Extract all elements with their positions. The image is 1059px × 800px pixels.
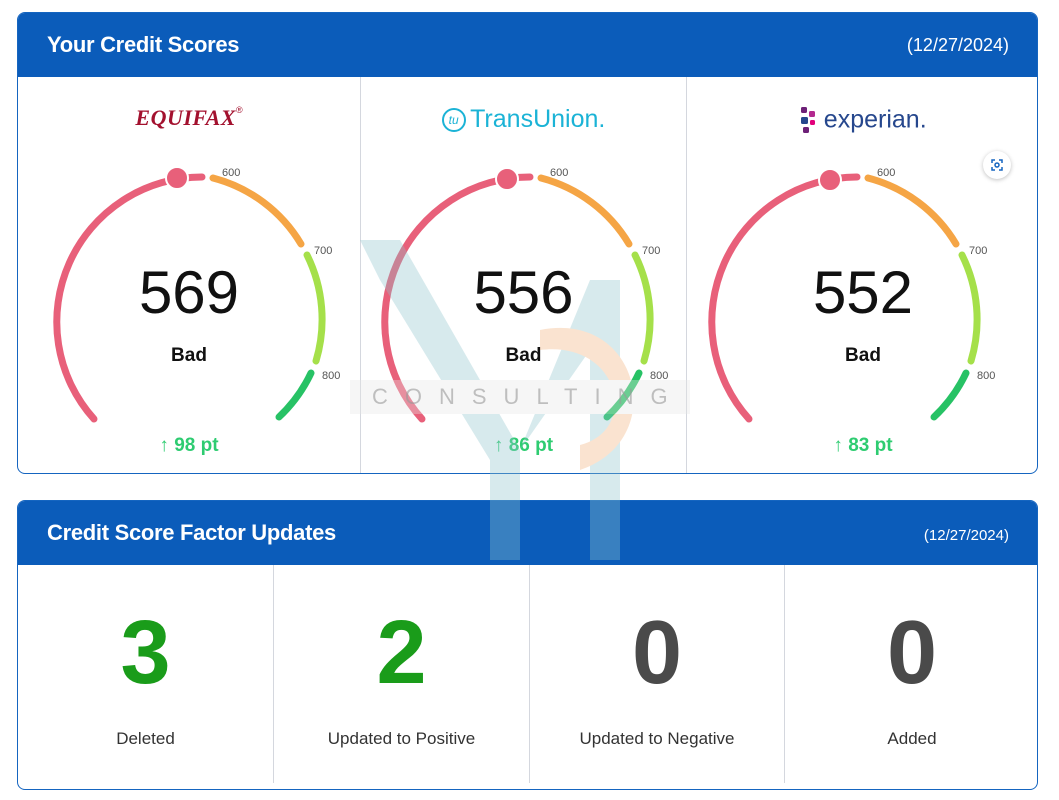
panel-date: (12/27/2024)	[906, 35, 1009, 55]
scan-icon[interactable]	[983, 151, 1011, 179]
experian-dots-icon	[801, 107, 816, 133]
tick-600: 600	[222, 167, 241, 179]
factor-count: 0	[631, 603, 683, 703]
bureau-card-transunion: tu TransUnion. 600 700 800 556 Bad ↑ 86 …	[361, 77, 686, 473]
tick-600: 600	[550, 167, 569, 179]
tick-600: 600	[877, 167, 896, 179]
tick-700: 700	[314, 245, 333, 257]
factor-updated-positive: 2 Updated to Positive	[274, 565, 529, 789]
score-change: ↑ 98 pt	[159, 435, 219, 456]
panel-title: Credit Score Factor Updates	[47, 520, 336, 545]
credit-score-value: 569	[138, 259, 240, 326]
equifax-logo: EQUIFAX®	[135, 105, 243, 130]
divider	[360, 77, 361, 473]
score-gauge	[708, 168, 981, 423]
factor-count: 0	[886, 603, 938, 703]
factor-count: 3	[120, 603, 171, 703]
credit-score-value: 552	[812, 259, 914, 326]
tick-700: 700	[969, 245, 988, 257]
watermark-text: CONSULTING	[372, 384, 685, 409]
factor-updated-negative: 0 Updated to Negative	[530, 565, 784, 789]
factor-updates-header: Credit Score Factor Updates (12/27/2024)	[18, 501, 1037, 565]
divider	[273, 565, 274, 783]
gauge-marker	[495, 167, 519, 191]
arrow-up-icon: ↑	[833, 435, 843, 456]
credit-scores-header: Your Credit Scores (12/27/2024)	[18, 13, 1037, 77]
divider	[529, 565, 530, 783]
tick-800: 800	[650, 370, 669, 382]
score-gauge	[381, 167, 654, 423]
factor-count: 2	[376, 603, 427, 703]
bureau-card-experian: experian. 600 700 800 552 Bad ↑ 83 pt	[687, 77, 1037, 473]
factor-label: Updated to Positive	[327, 729, 476, 748]
score-gauge	[53, 166, 326, 423]
tick-800: 800	[322, 370, 341, 382]
panel-date: (12/27/2024)	[923, 527, 1009, 544]
factor-label: Updated to Negative	[579, 729, 735, 748]
factor-deleted: 3 Deleted	[18, 565, 273, 789]
tick-800: 800	[977, 370, 996, 382]
experian-logo: experian.	[687, 105, 1037, 139]
bureau-card-equifax: EQUIFAX® 600 700 800 569 Bad ↑ 98 pt	[18, 77, 360, 473]
divider	[784, 565, 785, 783]
credit-scores-panel: Your Credit Scores (12/27/2024) EQUIFAX®…	[17, 12, 1038, 474]
credit-rating: Bad	[171, 345, 207, 366]
transunion-logo: tu TransUnion.	[361, 105, 686, 139]
score-change: ↑ 83 pt	[833, 435, 893, 456]
divider	[686, 77, 687, 473]
panel-title: Your Credit Scores	[47, 32, 240, 57]
credit-score-value: 556	[473, 259, 574, 326]
gauge-marker	[165, 166, 189, 190]
arrow-up-icon: ↑	[159, 435, 169, 456]
factor-label: Added	[887, 729, 937, 748]
score-change: ↑ 86 pt	[493, 435, 554, 456]
arrow-up-icon: ↑	[493, 435, 504, 456]
credit-rating: Bad	[505, 345, 542, 366]
gauge-marker	[818, 168, 842, 192]
credit-rating: Bad	[845, 345, 881, 366]
factor-label: Deleted	[116, 729, 175, 748]
tick-700: 700	[642, 245, 661, 257]
factor-updates-panel: Credit Score Factor Updates (12/27/2024)…	[17, 500, 1038, 790]
factor-added: 0 Added	[785, 565, 1037, 789]
